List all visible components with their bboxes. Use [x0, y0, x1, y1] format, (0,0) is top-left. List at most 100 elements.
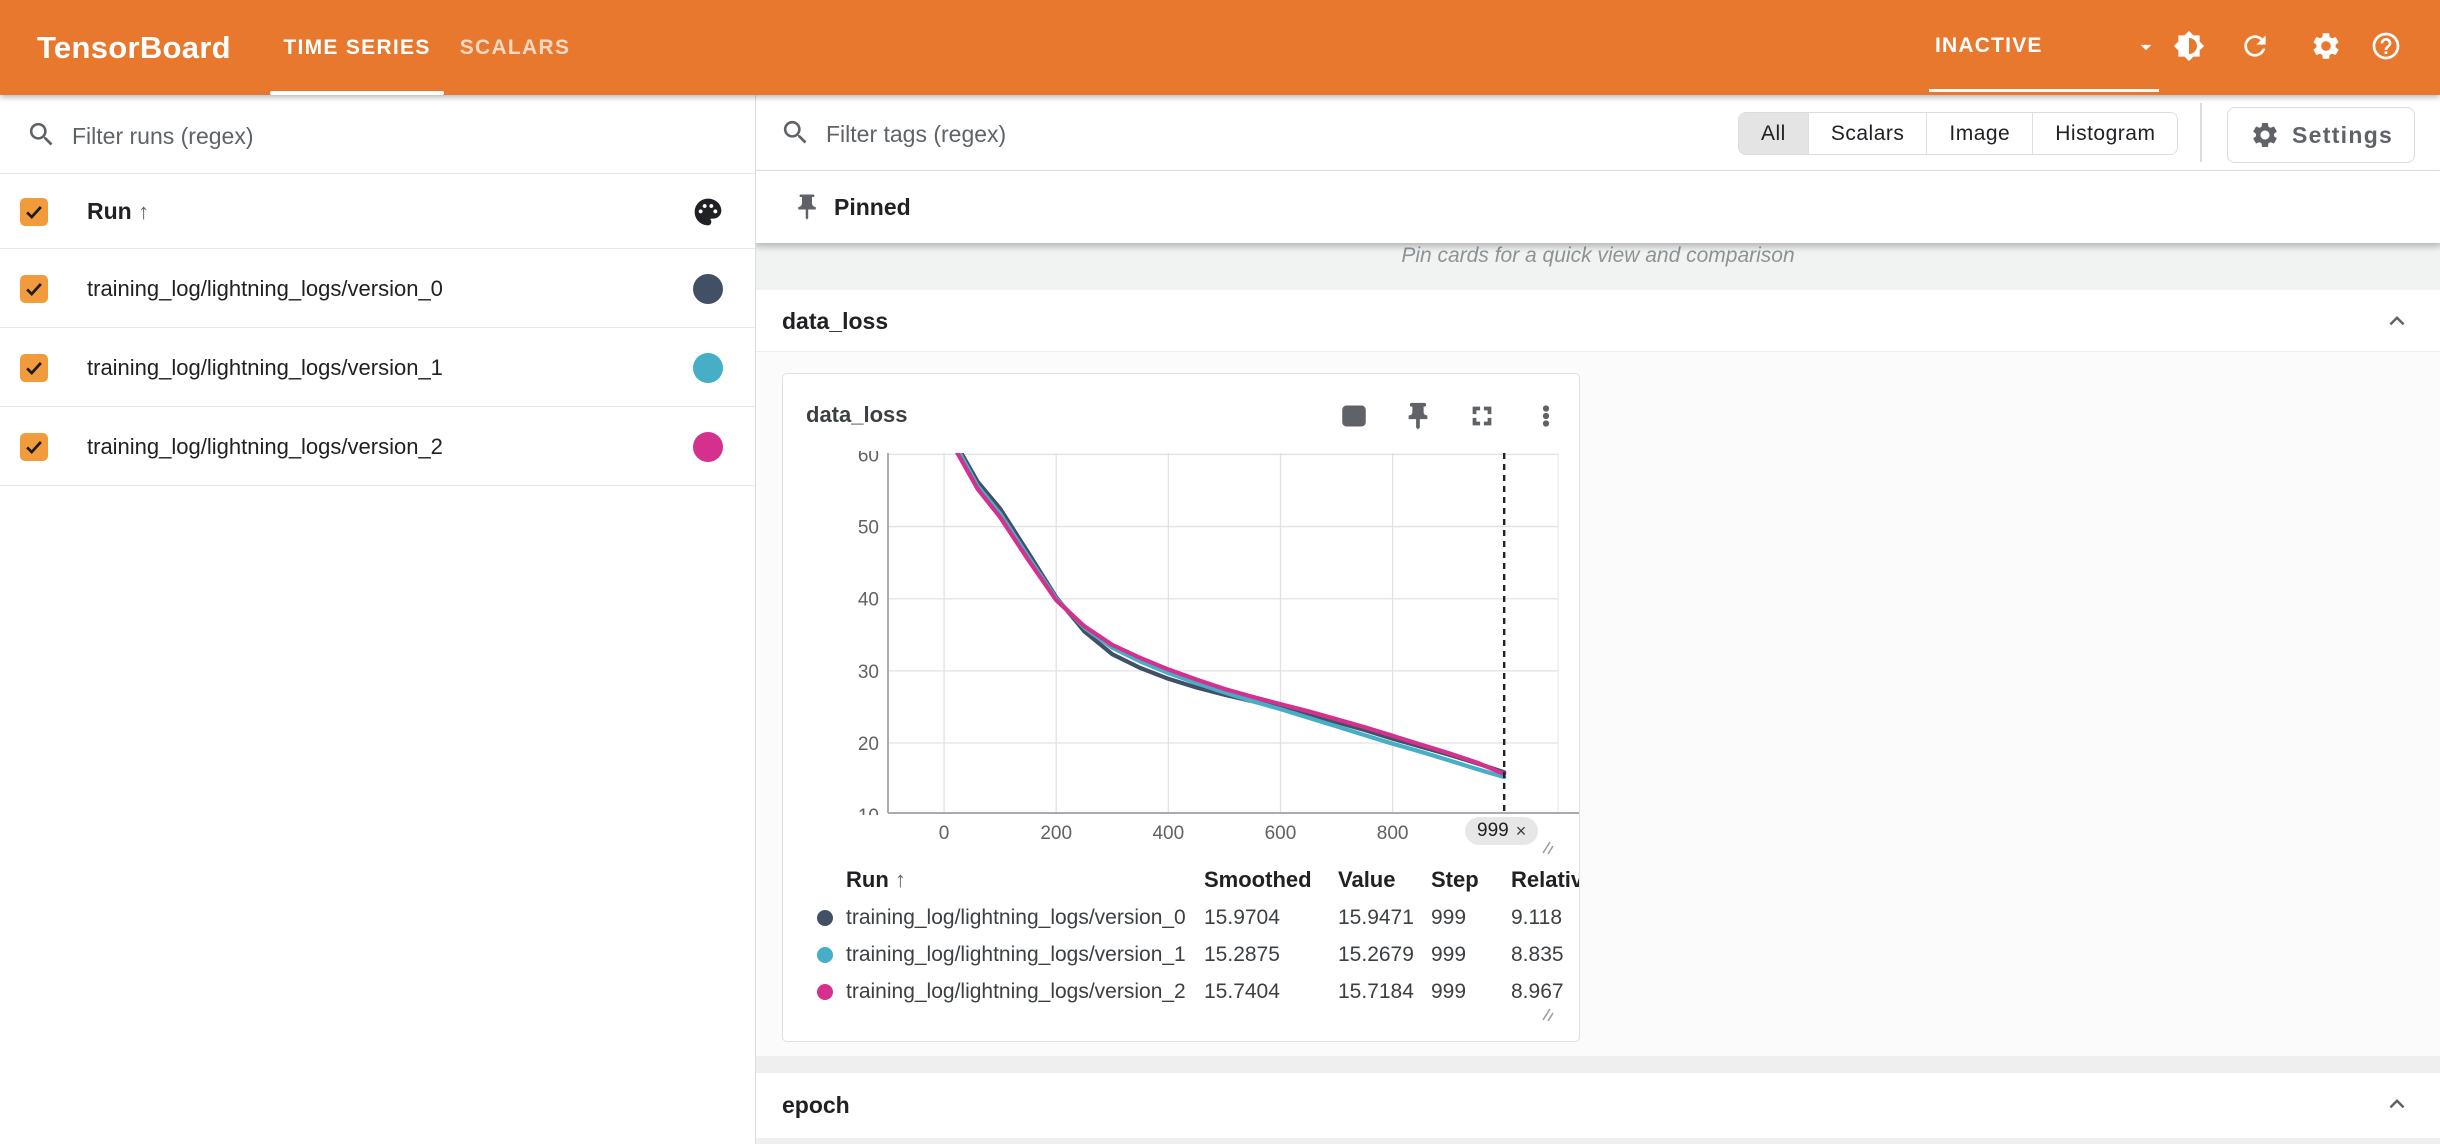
cell-value: 15.2679: [1338, 943, 1414, 966]
settings-button-label: Settings: [2292, 121, 2394, 148]
runs-column-header[interactable]: Run ↑: [87, 198, 150, 224]
settings-icon[interactable]: [2310, 30, 2342, 62]
y-tick-label: 40: [858, 590, 879, 611]
col-step[interactable]: Step: [1431, 867, 1479, 892]
palette-icon[interactable]: [692, 196, 724, 228]
card-title: data_loss: [806, 402, 908, 427]
run-checkbox[interactable]: [20, 354, 48, 382]
cell-step: 999: [1431, 906, 1467, 929]
cell-relative: 9.118: [1511, 906, 1562, 929]
settings-button[interactable]: Settings: [2227, 107, 2415, 163]
section-epoch: epoch: [756, 1073, 2440, 1138]
pin-card-icon[interactable]: [1403, 401, 1433, 431]
step-marker-value: 999: [1477, 820, 1509, 841]
reload-status-dropdown[interactable]: INACTIVE: [1929, 0, 2161, 95]
x-tick-label: 400: [1152, 823, 1184, 844]
runs-list-header: Run ↑: [0, 174, 755, 249]
series-line[interactable]: [955, 452, 1507, 776]
tab-time-series[interactable]: TIME SERIES: [283, 36, 431, 59]
col-smoothed[interactable]: Smoothed: [1204, 867, 1312, 892]
brightness-toggle-icon[interactable]: [2173, 30, 2205, 62]
cell-value: 15.7184: [1338, 980, 1414, 1003]
cell-smoothed: 15.2875: [1204, 943, 1280, 966]
y-tick-label: 50: [858, 518, 879, 539]
section-title: epoch: [782, 1092, 850, 1118]
run-list-item[interactable]: training_log/lightning_logs/version_0: [0, 249, 755, 328]
table-resize-handle[interactable]: [1535, 1006, 1555, 1024]
run-label: training_log/lightning_logs/version_0: [87, 276, 443, 301]
run-color-dot[interactable]: [693, 432, 723, 462]
cell-step: 999: [1431, 980, 1467, 1003]
chart-resize-handle[interactable]: [1535, 839, 1555, 857]
series-line[interactable]: [957, 452, 1507, 780]
x-tick-label: 200: [1040, 823, 1072, 844]
section-header[interactable]: epoch: [756, 1073, 2440, 1138]
run-list-item[interactable]: training_log/lightning_logs/version_1: [0, 328, 755, 407]
runs-filter-row: [0, 95, 755, 174]
select-all-runs-checkbox[interactable]: [20, 198, 48, 226]
step-marker-pill[interactable]: 999 ×: [1465, 817, 1539, 845]
plugin-filter-group: All Scalars Image Histogram: [1738, 112, 2179, 155]
toolbar-divider: [2200, 103, 2202, 162]
chevron-up-icon: [2389, 316, 2405, 326]
table-row[interactable]: training_log/lightning_logs/version_2 15…: [783, 973, 1579, 1010]
fullscreen-icon[interactable]: [1467, 401, 1497, 431]
tab-scalars[interactable]: SCALARS: [459, 36, 571, 59]
help-icon[interactable]: [2370, 30, 2402, 62]
collapse-section-button[interactable]: [2382, 306, 2412, 336]
app-title: TensorBoard: [37, 30, 231, 65]
cell-run: training_log/lightning_logs/version_0: [846, 906, 1186, 929]
series-line[interactable]: [958, 452, 1507, 775]
filter-chip-all[interactable]: All: [1739, 113, 1809, 154]
run-list-item[interactable]: training_log/lightning_logs/version_2: [0, 407, 755, 486]
gear-icon: [2253, 123, 2277, 147]
table-row[interactable]: training_log/lightning_logs/version_0 15…: [783, 899, 1579, 936]
col-relative[interactable]: Relative: [1511, 867, 1579, 892]
cell-value: 15.9471: [1338, 906, 1414, 929]
y-tick-label: 30: [858, 662, 879, 683]
run-label: training_log/lightning_logs/version_2: [87, 434, 443, 459]
y-tick-label: 10: [858, 806, 879, 827]
run-values-table: Run ↑ Smoothed Value Step Relative train…: [783, 861, 1579, 1010]
filter-chip-histogram[interactable]: Histogram: [2033, 113, 2178, 154]
run-checkbox[interactable]: [20, 275, 48, 303]
collapse-section-button[interactable]: [2382, 1089, 2412, 1119]
cell-run: training_log/lightning_logs/version_1: [846, 943, 1186, 966]
col-run[interactable]: Run ↑: [846, 867, 906, 892]
tags-filter-input[interactable]: [824, 113, 1588, 155]
top-app-bar: TensorBoard TIME SERIES SCALARS INACTIVE: [0, 0, 2440, 95]
pinned-empty-hint: Pin cards for a quick view and compariso…: [756, 243, 2440, 290]
chevron-up-icon: [2389, 1099, 2405, 1109]
run-checkbox[interactable]: [20, 433, 48, 461]
cell-relative: 8.967: [1511, 980, 1564, 1003]
scalar-card-data-loss: data_loss 10 20 30 40 50 60 0 200 400 600 800 999 …: [782, 373, 1580, 1042]
cell-relative: 8.835: [1511, 943, 1564, 966]
more-options-icon[interactable]: [1531, 401, 1561, 431]
run-label: training_log/lightning_logs/version_1: [87, 355, 443, 380]
runs-sidebar: Run ↑ training_log/lightning_logs/versio…: [0, 95, 756, 1144]
cell-smoothed: 15.9704: [1204, 906, 1280, 929]
fit-to-data-icon[interactable]: [1339, 401, 1369, 431]
remove-step-marker-icon[interactable]: ×: [1515, 820, 1527, 841]
table-header-row: Run ↑ Smoothed Value Step Relative: [783, 861, 1579, 899]
search-icon: [29, 122, 53, 146]
run-color-dot[interactable]: [693, 353, 723, 383]
section-header[interactable]: data_loss: [756, 290, 2440, 352]
run-color-dot: [817, 947, 833, 963]
refresh-icon[interactable]: [2239, 30, 2271, 62]
col-value[interactable]: Value: [1338, 867, 1396, 892]
runs-filter-input[interactable]: [70, 115, 694, 157]
run-color-dot[interactable]: [693, 274, 723, 304]
sort-arrow: ↑: [894, 867, 906, 892]
filter-chip-scalars[interactable]: Scalars: [1808, 113, 1928, 154]
pinned-hint-text: Pin cards for a quick view and compariso…: [1401, 244, 1795, 267]
cell-smoothed: 15.7404: [1204, 980, 1280, 1003]
filter-chip-image[interactable]: Image: [1927, 113, 2034, 154]
table-row[interactable]: training_log/lightning_logs/version_1 15…: [783, 936, 1579, 973]
search-icon: [783, 120, 807, 144]
pinned-section-header: Pinned: [756, 171, 2440, 243]
x-tick-label: 600: [1265, 823, 1297, 844]
